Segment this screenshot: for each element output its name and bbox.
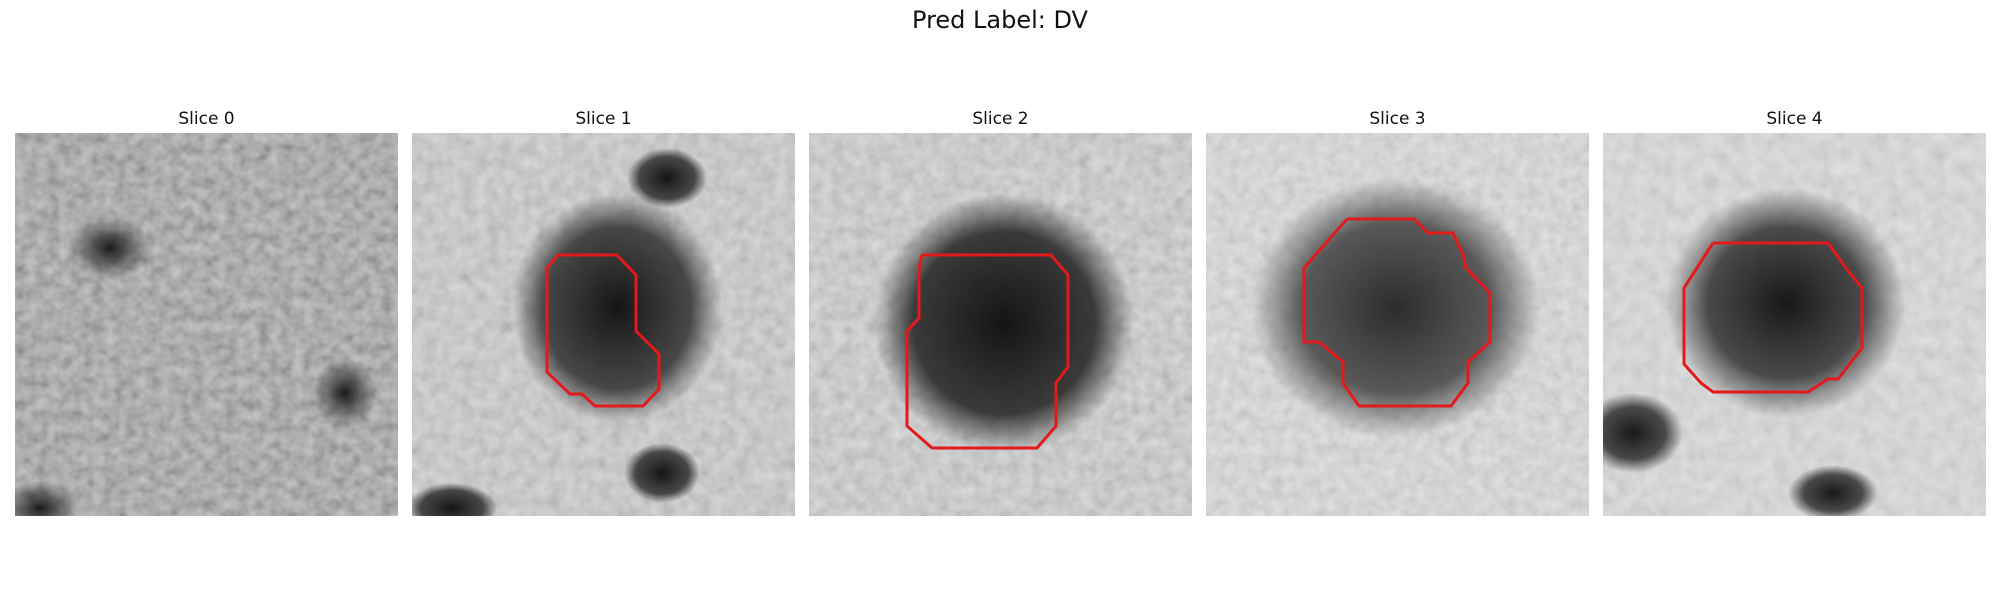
slice-image-4 bbox=[1603, 133, 1986, 516]
slice-image-2 bbox=[809, 133, 1192, 516]
lesion-contour-1 bbox=[545, 253, 661, 408]
lesion-contour-4 bbox=[1682, 241, 1864, 394]
lesion-contour-3 bbox=[1302, 217, 1492, 408]
slice-image-1 bbox=[412, 133, 795, 516]
lesion-contour-2 bbox=[905, 253, 1070, 450]
slice-title: Slice 3 bbox=[1369, 109, 1426, 129]
figure-title: Pred Label: DV bbox=[912, 6, 1088, 34]
slice-title: Slice 2 bbox=[972, 109, 1029, 129]
slice-title: Slice 4 bbox=[1766, 109, 1823, 129]
slice-title: Slice 1 bbox=[575, 109, 632, 129]
slice-image-3 bbox=[1206, 133, 1589, 516]
slice-title: Slice 0 bbox=[178, 109, 235, 129]
slice-image-0 bbox=[15, 133, 398, 516]
